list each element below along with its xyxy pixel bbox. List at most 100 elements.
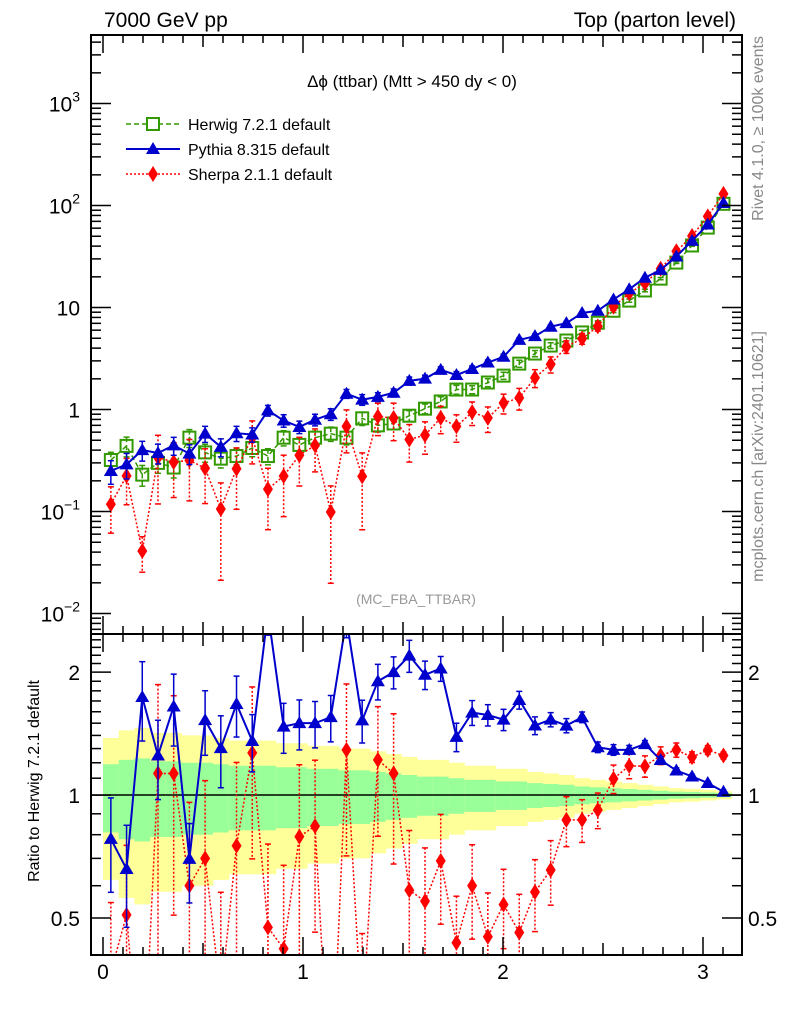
ratio-data-point — [402, 648, 417, 661]
main-data-point — [451, 418, 462, 435]
main-data-point — [135, 467, 150, 482]
ratio-data-point — [404, 882, 415, 899]
main-data-point — [308, 412, 323, 425]
main-line — [110, 193, 725, 552]
ratio-data-point — [575, 710, 590, 723]
ratio-data-point — [420, 893, 431, 910]
main-data-point — [482, 409, 493, 426]
ratio-line — [114, 749, 724, 955]
ratio-y-tick-label: 2 — [68, 662, 80, 685]
ratio-data-point — [182, 851, 197, 864]
main-data-point — [229, 426, 244, 439]
ratio-data-point — [103, 831, 118, 844]
y-tick-label: 103 — [49, 89, 80, 117]
ratio-data-point — [323, 710, 338, 723]
y-tick-label: 10−2 — [41, 599, 81, 627]
ratio-data-point — [433, 661, 448, 674]
y-tick-label: 1 — [68, 400, 80, 423]
uncertainty-band-inner — [448, 778, 465, 814]
uncertainty-band-inner — [370, 771, 387, 822]
ratio-data-point — [451, 934, 462, 951]
main-data-point — [527, 329, 542, 342]
ratio-data-point — [592, 801, 603, 818]
uncertainty-band-inner — [432, 776, 450, 816]
main-data-point — [700, 217, 715, 230]
main-data-point — [325, 503, 336, 520]
main-data-point — [292, 419, 307, 432]
ratio-data-point — [213, 741, 228, 754]
main-data-point — [166, 438, 181, 451]
x-tick-label: 0 — [97, 961, 109, 984]
watermark: (MC_FBA_TTBAR) — [356, 591, 476, 607]
ratio-data-point — [687, 749, 698, 766]
main-data-point — [496, 368, 511, 383]
legend-label: Sherpa 2.1.1 default — [188, 167, 333, 184]
ratio-data-point — [512, 693, 527, 706]
main-data-point — [260, 403, 275, 416]
main-data-point — [355, 392, 370, 405]
main-data-point — [543, 338, 558, 353]
ratio-data-point — [166, 699, 181, 712]
ratio-data-point — [529, 884, 540, 901]
main-data-point — [137, 543, 148, 560]
legend: Herwig 7.2.1 default Pythia 8.315 default… — [126, 117, 333, 184]
ratio-data-point — [372, 751, 383, 768]
x-tick-label: 1 — [297, 961, 309, 984]
main-data-point — [449, 382, 464, 397]
main-data-point — [370, 389, 385, 402]
uncertainty-band-inner — [401, 775, 418, 818]
ratio-data-point — [435, 852, 446, 869]
header-left: 7000 GeV pp — [104, 9, 228, 32]
ratio-data-point — [245, 733, 260, 746]
ratio-data-point — [622, 742, 637, 755]
ratio-data-point — [498, 896, 509, 913]
ratio-data-point — [561, 811, 572, 828]
side-label-mcplots: mcplots.cern.ch [arXiv:2401.10621] — [750, 331, 767, 582]
ratio-ylabel: Ratio to Herwig 7.2.1 default — [26, 679, 43, 881]
main-data-point — [278, 468, 289, 485]
ratio-data-point — [637, 737, 652, 750]
legend-label: Pythia 8.315 default — [188, 142, 330, 159]
uncertainty-band-inner — [260, 765, 277, 831]
main-data-point — [512, 332, 527, 345]
main-data-point — [543, 319, 558, 332]
ratio-data-point — [639, 758, 650, 775]
uncertainty-band-inner — [464, 779, 481, 812]
main-data-point — [545, 356, 556, 373]
ratio-data-point — [608, 770, 619, 787]
plot-title: Δϕ (ttbar) (Mtt > 450 dy < 0) — [307, 72, 517, 91]
uncertainty-band-inner — [134, 758, 151, 842]
uncertainty-band-inner — [212, 764, 230, 833]
ratio-data-point — [685, 769, 700, 782]
legend-marker-square-icon — [146, 117, 160, 131]
ratio-data-point — [294, 828, 305, 845]
ratio-data-point — [150, 748, 165, 761]
legend-label: Herwig 7.2.1 default — [188, 117, 331, 134]
ratio-data-point — [231, 837, 242, 854]
ratio-data-point — [702, 742, 713, 759]
ratio-data-point — [606, 742, 621, 755]
uncertainty-band-inner — [197, 762, 214, 835]
main-data-point — [276, 430, 291, 445]
legend-marker-triangle-icon — [146, 142, 160, 154]
ratio-data-point — [482, 928, 493, 945]
ratio-data-point — [671, 741, 682, 758]
ratio-y-tick-label: 1 — [68, 785, 80, 808]
x-tick-label: 2 — [497, 961, 509, 984]
main-data-point — [577, 330, 588, 347]
ratio-data-point — [386, 665, 401, 678]
ratio-data-point — [341, 741, 352, 758]
ratio-y-tick-label: 0.5 — [51, 908, 80, 931]
ratio-series-triangle — [103, 634, 731, 929]
ratio-data-point — [559, 718, 574, 731]
ratio-data-point — [527, 718, 542, 731]
main-panel: 10−2 10−1 1 10 102 103 Δϕ (ttbar) (Mtt > 450 … — [41, 34, 743, 635]
main-data-point — [512, 356, 527, 371]
uncertainty-band-inner — [244, 765, 261, 831]
main-data-point — [182, 446, 197, 459]
ratio-data-point — [514, 924, 525, 941]
main-data-point — [260, 449, 275, 464]
main-data-point — [355, 411, 370, 426]
legend-entry: Pythia 8.315 default — [126, 142, 330, 159]
